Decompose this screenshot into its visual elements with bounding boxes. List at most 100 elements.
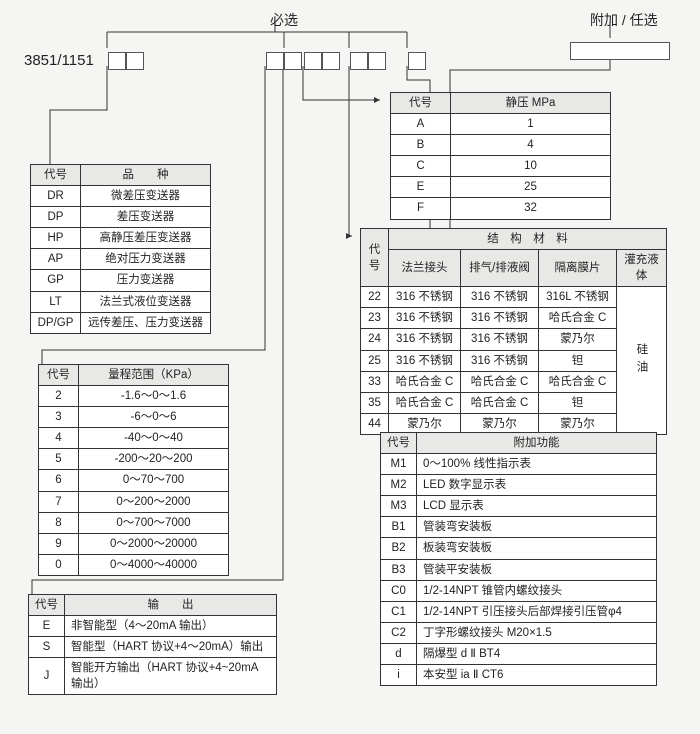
cell: 哈氏合金 C	[389, 392, 461, 413]
selector-row: 3851/1151	[10, 34, 690, 84]
cell: LED 数字显示表	[417, 475, 657, 496]
cell: 哈氏合金 C	[539, 308, 617, 329]
cell: 智能开方输出（HART 协议+4~20mA 输出）	[65, 658, 277, 695]
cell: B2	[381, 538, 417, 559]
cell: 3	[39, 407, 79, 428]
table-row: 4-40～0～40	[39, 428, 229, 449]
cell: 1	[451, 114, 611, 135]
cell: 7	[39, 491, 79, 512]
static-pressure-table: 代号静压 MPaA1B4C10E25F32	[390, 92, 611, 220]
range-table: 代号量程范围（KPa）2-1.6～0～1.63-6～0～64-40～0～405-…	[38, 364, 229, 576]
col-header: 品 种	[81, 165, 211, 186]
cell: C	[391, 156, 451, 177]
cell: B3	[381, 559, 417, 580]
cell: 管装弯安装板	[417, 517, 657, 538]
variety-block: 代号品 种DR微差压变送器DP差压变送器HP高静压差压变送器AP绝对压力变送器G…	[30, 164, 211, 334]
cell: 管装平安装板	[417, 559, 657, 580]
table-row: B4	[391, 135, 611, 156]
table-row: GP压力变送器	[31, 270, 211, 291]
table-row: 90～2000～20000	[39, 533, 229, 554]
col-header: 代号	[39, 365, 79, 386]
cell: M2	[381, 475, 417, 496]
col-header: 量程范围（KPa）	[79, 365, 229, 386]
col-header: 静压 MPa	[451, 93, 611, 114]
cell: 绝对压力变送器	[81, 249, 211, 270]
cell: 0～4000～40000	[79, 554, 229, 575]
cell: -40～0～40	[79, 428, 229, 449]
cell: 23	[361, 308, 389, 329]
cell: 智能型（HART 协议+4～20mA）输出	[65, 637, 277, 658]
selector-box	[322, 52, 340, 70]
cell: 0～70～700	[79, 470, 229, 491]
cell: i	[381, 665, 417, 686]
table-row: 80～700～7000	[39, 512, 229, 533]
cell: 32	[451, 198, 611, 219]
table-row: E25	[391, 177, 611, 198]
col-header: 代号	[31, 165, 81, 186]
selector-box	[266, 52, 284, 70]
cell: 法兰式液位变送器	[81, 291, 211, 312]
cell: 钽	[539, 392, 617, 413]
cell: 哈氏合金 C	[389, 371, 461, 392]
cell: 板装弯安装板	[417, 538, 657, 559]
addon-table: 代号附加功能M10～100% 线性指示表M2LED 数字显示表M3LCD 显示表…	[380, 432, 657, 686]
cell: 25	[361, 350, 389, 371]
cell: F	[391, 198, 451, 219]
cell: C1	[381, 601, 417, 622]
cell: S	[29, 637, 65, 658]
cell: A	[391, 114, 451, 135]
cell: HP	[31, 228, 81, 249]
top-labels: 必选 附加 / 任选	[10, 10, 690, 30]
col-header: 隔离膜片	[539, 250, 617, 287]
tables-area: 代号品 种DR微差压变送器DP差压变送器HP高静压差压变送器AP绝对压力变送器G…	[10, 84, 690, 724]
static-pressure-block: 代号静压 MPaA1B4C10E25F32	[390, 92, 611, 220]
cell: B1	[381, 517, 417, 538]
cell: 5	[39, 449, 79, 470]
table-row: DP/GP远传差压、压力变送器	[31, 312, 211, 333]
cell: 0	[39, 554, 79, 575]
col-header: 法兰接头	[389, 250, 461, 287]
cell: 316 不锈钢	[389, 308, 461, 329]
col-header: 附加功能	[417, 433, 657, 454]
table-row: AP绝对压力变送器	[31, 249, 211, 270]
group-header: 结 构 材 料	[389, 229, 667, 250]
table-row: 00～4000～40000	[39, 554, 229, 575]
cell: 差压变送器	[81, 207, 211, 228]
cell: C0	[381, 580, 417, 601]
table-row: C01/2-14NPT 锥管内螺纹接头	[381, 580, 657, 601]
cell: 0～100% 线性指示表	[417, 454, 657, 475]
range-block: 代号量程范围（KPa）2-1.6～0～1.63-6～0～64-40～0～405-…	[38, 364, 229, 576]
col-header: 灌充液体	[617, 250, 667, 287]
cell: M1	[381, 454, 417, 475]
cell: DR	[31, 186, 81, 207]
cell: -6～0～6	[79, 407, 229, 428]
table-row: B1管装弯安装板	[381, 517, 657, 538]
cell: E	[391, 177, 451, 198]
table-row: DP差压变送器	[31, 207, 211, 228]
table-row: M3LCD 显示表	[381, 496, 657, 517]
addon-block: 代号附加功能M10～100% 线性指示表M2LED 数字显示表M3LCD 显示表…	[380, 432, 657, 686]
table-row: C10	[391, 156, 611, 177]
cell: 本安型 ia Ⅱ CT6	[417, 665, 657, 686]
table-row: B3管装平安装板	[381, 559, 657, 580]
cell: 蒙乃尔	[539, 329, 617, 350]
model-number: 3851/1151	[24, 52, 94, 69]
variety-table: 代号品 种DR微差压变送器DP差压变送器HP高静压差压变送器AP绝对压力变送器G…	[30, 164, 211, 334]
structure-block: 代号结 构 材 料法兰接头排气/排液阀隔离膜片灌充液体22316 不锈钢316 …	[360, 228, 667, 435]
table-row: A1	[391, 114, 611, 135]
cell: M3	[381, 496, 417, 517]
cell: 隔爆型 d Ⅱ BT4	[417, 643, 657, 664]
cell: -1.6～0～1.6	[79, 386, 229, 407]
table-row: M10～100% 线性指示表	[381, 454, 657, 475]
table-row: C2丁字形螺纹接头 M20×1.5	[381, 622, 657, 643]
cell: 316 不锈钢	[389, 287, 461, 308]
table-row: HP高静压差压变送器	[31, 228, 211, 249]
required-label: 必选	[270, 10, 298, 30]
cell: 1/2-14NPT 锥管内螺纹接头	[417, 580, 657, 601]
cell: 0～200～2000	[79, 491, 229, 512]
cell: 0～2000～20000	[79, 533, 229, 554]
table-row: S智能型（HART 协议+4～20mA）输出	[29, 637, 277, 658]
cell: 微差压变送器	[81, 186, 211, 207]
selector-box	[304, 52, 322, 70]
col-header: 代号	[391, 93, 451, 114]
